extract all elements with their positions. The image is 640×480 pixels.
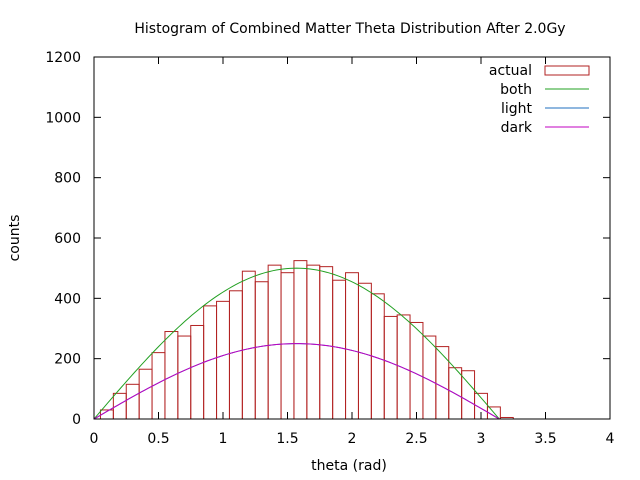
curve-dark — [93, 343, 500, 420]
legend-label-dark: dark — [501, 120, 533, 136]
curve-both — [93, 267, 500, 420]
axis-ticks: 0 0.5 1 1.5 2 2.5 3 3.5 4 0 200 400 600 800 1000 1200 — [45, 50, 614, 447]
x-tick-label: 1.5 — [276, 431, 298, 447]
x-tick-label: 4 — [606, 431, 615, 447]
plot-frame — [93, 56, 611, 420]
histogram-bar — [306, 264, 321, 420]
x-tick-label: 0.5 — [147, 431, 169, 447]
legend-label-both: both — [500, 82, 532, 98]
x-tick-label: 2.5 — [405, 431, 427, 447]
legend-label-actual: actual — [489, 63, 532, 79]
fit-curves — [93, 267, 500, 420]
histogram-bar — [254, 281, 269, 420]
histogram-bar — [280, 272, 295, 420]
legend-label-light: light — [501, 101, 533, 117]
histogram-bar — [138, 368, 153, 420]
x-tick-label: 1 — [219, 431, 228, 447]
histogram-bar — [383, 315, 398, 420]
histogram-bar — [203, 305, 218, 420]
histogram-bar — [151, 352, 166, 420]
histogram-bar — [319, 266, 334, 420]
x-tick-label: 2 — [348, 431, 357, 447]
histogram-bar — [409, 321, 424, 420]
histogram-bar — [164, 331, 179, 420]
histogram-bar — [216, 300, 230, 420]
legend: actual both light dark — [489, 63, 590, 136]
x-axis-label: theta (rad) — [311, 458, 387, 474]
histogram-bar — [177, 335, 192, 420]
histogram-bar — [345, 272, 359, 420]
x-tick-label: 0 — [90, 431, 99, 447]
histogram-bar — [125, 383, 140, 420]
histogram-bar — [357, 282, 372, 420]
y-tick-label: 0 — [72, 412, 81, 428]
histogram-bar — [190, 324, 205, 420]
y-tick-label: 600 — [54, 231, 81, 247]
histogram-bar — [396, 314, 411, 420]
histogram-bar — [332, 279, 347, 420]
y-tick-label: 1000 — [45, 110, 81, 126]
histogram-bar — [435, 346, 450, 420]
x-tick-label: 3.5 — [534, 431, 556, 447]
y-tick-label: 400 — [54, 291, 81, 307]
chart-title: Histogram of Combined Matter Theta Distr… — [134, 21, 565, 37]
y-tick-label: 200 — [54, 352, 81, 368]
histogram-bar — [267, 264, 282, 420]
y-axis-label: counts — [7, 215, 23, 262]
histogram-bars — [99, 260, 514, 420]
y-tick-label: 800 — [54, 171, 81, 187]
histogram-bar — [293, 260, 308, 420]
legend-swatch-actual — [544, 65, 590, 76]
curve-light — [93, 343, 500, 420]
histogram-bar — [241, 270, 256, 420]
y-tick-label: 1200 — [45, 50, 81, 66]
x-tick-label: 3 — [477, 431, 486, 447]
histogram-bar — [228, 290, 243, 420]
